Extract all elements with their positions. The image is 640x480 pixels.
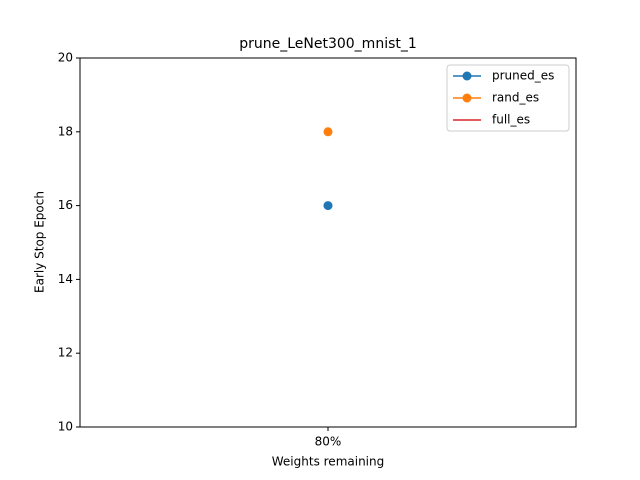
y-axis-label: Early Stop Epoch (33, 191, 47, 293)
y-tick-label: 20 (58, 51, 73, 65)
y-tick-label: 12 (58, 346, 73, 360)
point (323, 201, 333, 211)
y-tick-label: 16 (58, 198, 73, 212)
legend-marker (462, 71, 472, 81)
point (323, 127, 333, 137)
legend: pruned_es rand_es full_es (446, 64, 570, 132)
chart-title: prune_LeNet300_mnist_1 (239, 36, 417, 52)
legend-label: rand_es (492, 91, 539, 105)
legend-box (446, 64, 570, 132)
x-tick-label: 80% (315, 435, 342, 449)
y-tick-label: 18 (58, 124, 73, 138)
legend-label: pruned_es (492, 69, 554, 83)
legend-label: full_es (492, 113, 530, 127)
y-tick-label: 10 (58, 420, 73, 434)
x-axis-label: Weights remaining (272, 455, 384, 469)
legend-marker (462, 93, 472, 103)
plot-frame (79, 57, 577, 428)
y-tick-label: 14 (58, 272, 73, 286)
